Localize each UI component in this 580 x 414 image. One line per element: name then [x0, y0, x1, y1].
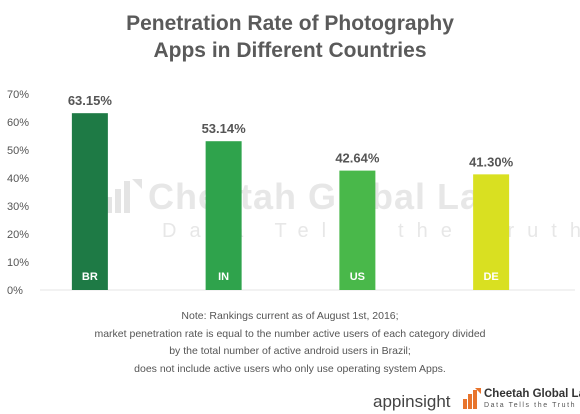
y-tick-label: 30%	[7, 201, 29, 213]
note-line-3: by the total number of active android us…	[169, 345, 411, 357]
y-tick-label: 0%	[7, 285, 23, 297]
y-tick-label: 50%	[7, 145, 29, 157]
bar-value-label: 53.14%	[202, 121, 247, 136]
bar-value-label: 42.64%	[335, 151, 380, 166]
bar-category-label: IN	[218, 271, 229, 283]
bar-chart: 0% 10% 20% 30% 40% 50% 60% 70% 63.15% BR 53.14% IN 4…	[7, 89, 575, 297]
y-tick-label: 10%	[7, 257, 29, 269]
note-line-4: does not include active users who only u…	[134, 362, 446, 375]
bar	[205, 141, 242, 290]
y-tick-label: 40%	[7, 173, 29, 185]
chart-title-line-1: Penetration Rate of Photography	[126, 12, 454, 35]
chart-title: Penetration Rate of Photography Apps in …	[0, 10, 580, 64]
appinsight-logo: appinsight	[373, 392, 451, 412]
cheetah-logo-icon	[463, 388, 481, 409]
note-line-1: Note: Rankings current as of August 1st,…	[181, 310, 399, 322]
bar-category-label: BR	[82, 271, 98, 283]
bar	[339, 170, 376, 290]
footer-logos: appinsight Cheetah Global Lab Data Tells…	[0, 382, 580, 414]
bar-value-label: 41.30%	[469, 154, 514, 169]
cheetah-global-lab-logo: Cheetah Global Lab Data Tells the Truth	[463, 388, 580, 411]
bar	[473, 174, 510, 290]
note-line-2: market penetration rate is equal to the …	[94, 327, 486, 340]
appinsight-logo-text: appinsight	[373, 392, 451, 411]
y-tick-label: 20%	[7, 229, 29, 241]
bar-category-label: US	[350, 271, 365, 283]
cheetah-logo-name: Cheetah Global Lab	[484, 388, 580, 400]
cheetah-logo-tagline: Data Tells the Truth	[484, 402, 577, 409]
bar	[71, 113, 108, 291]
y-tick-label: 70%	[7, 89, 29, 101]
bar-value-label: 63.15%	[68, 93, 113, 108]
chart-note: Note: Rankings current as of August 1st,…	[0, 308, 580, 378]
chart-title-line-2: Apps in Different Countries	[153, 39, 427, 62]
y-tick-label: 60%	[7, 117, 29, 129]
bar-category-label: DE	[483, 271, 498, 283]
